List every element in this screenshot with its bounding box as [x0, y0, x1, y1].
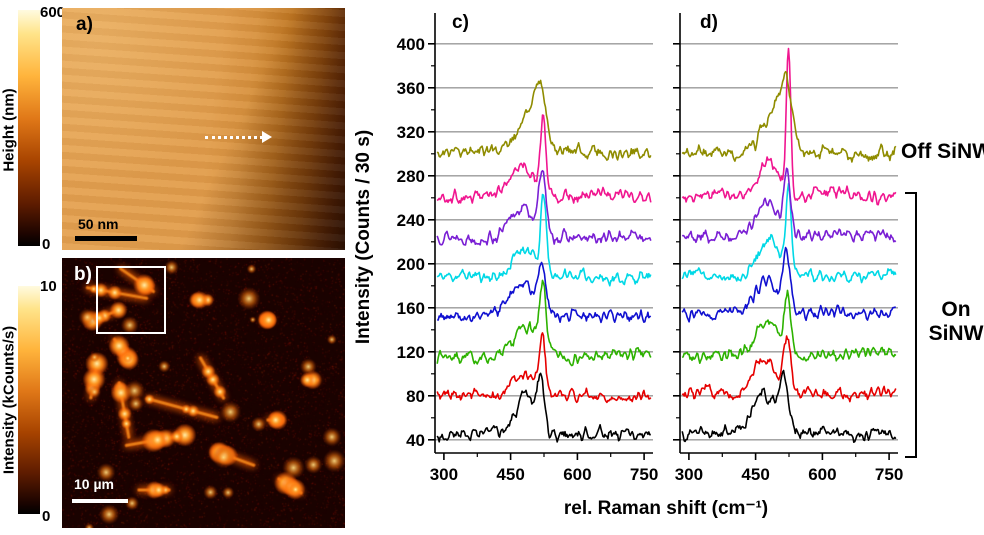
afm-height-image: a) 50 nm [62, 8, 345, 250]
svg-text:240: 240 [397, 211, 425, 230]
height-colorbar-min: 0 [42, 236, 51, 253]
svg-text:450: 450 [496, 465, 524, 484]
map-colorbar-min: 0 [42, 508, 51, 525]
svg-text:750: 750 [875, 465, 903, 484]
height-colorbar-max: 600 [40, 4, 66, 21]
y-axis-label: Intensity (Counts / 30 s) [353, 129, 374, 345]
confocal-raman-map-image [62, 258, 345, 528]
panel-b-scalebar [72, 499, 128, 503]
raman-map-panel: b) 10 µm [62, 258, 345, 528]
svg-text:300: 300 [675, 465, 703, 484]
map-colorbar [18, 286, 40, 514]
svg-text:320: 320 [397, 123, 425, 142]
on-sinw-bracket-top-arm [905, 192, 917, 194]
svg-text:40: 40 [406, 431, 425, 450]
panel-a-scalebar-label: 50 nm [78, 216, 119, 232]
height-colorbar-title: Height (nm) [0, 88, 18, 172]
svg-text:80: 80 [406, 387, 425, 406]
on-sinw-bracket-bottom-arm [905, 456, 917, 458]
on-sinw-label-line1: On [941, 298, 971, 321]
roi-box [96, 266, 166, 334]
svg-text:300: 300 [430, 465, 458, 484]
panel-c-label: c) [452, 12, 469, 33]
svg-text:450: 450 [741, 465, 769, 484]
scan-direction-arrow [205, 136, 263, 139]
on-sinw-label: On SiNW [928, 298, 984, 346]
panel-b-label: b) [74, 264, 92, 285]
scan-direction-arrow-head [262, 131, 272, 143]
on-sinw-label-line2: SiNW [928, 322, 984, 345]
raman-spectra-panel-c: 40 80 120 160 200 240 280 320 360 400 300 450 600 750 [397, 13, 658, 484]
panel-a-label: a) [76, 14, 93, 35]
raman-spectra-panel-d: 300 450 600 750 [673, 13, 903, 484]
height-colorbar [18, 10, 40, 246]
x-axis-label: rel. Raman shift (cm⁻¹) [563, 498, 769, 519]
panel-d-label: d) [700, 12, 718, 33]
svg-text:750: 750 [630, 465, 658, 484]
svg-text:280: 280 [397, 167, 425, 186]
panel-b-scalebar-label: 10 µm [74, 476, 114, 492]
off-sinw-label: Off SiNW [901, 140, 984, 163]
on-sinw-bracket [915, 192, 917, 458]
svg-text:360: 360 [397, 79, 425, 98]
svg-text:200: 200 [397, 255, 425, 274]
svg-text:120: 120 [397, 343, 425, 362]
svg-text:600: 600 [563, 465, 591, 484]
map-colorbar-title: Intensity (kCounts/s) [0, 325, 18, 475]
map-colorbar-max: 10 [40, 278, 57, 295]
svg-text:400: 400 [397, 35, 425, 54]
svg-text:160: 160 [397, 299, 425, 318]
panel-a-scalebar [75, 236, 137, 241]
svg-text:600: 600 [808, 465, 836, 484]
